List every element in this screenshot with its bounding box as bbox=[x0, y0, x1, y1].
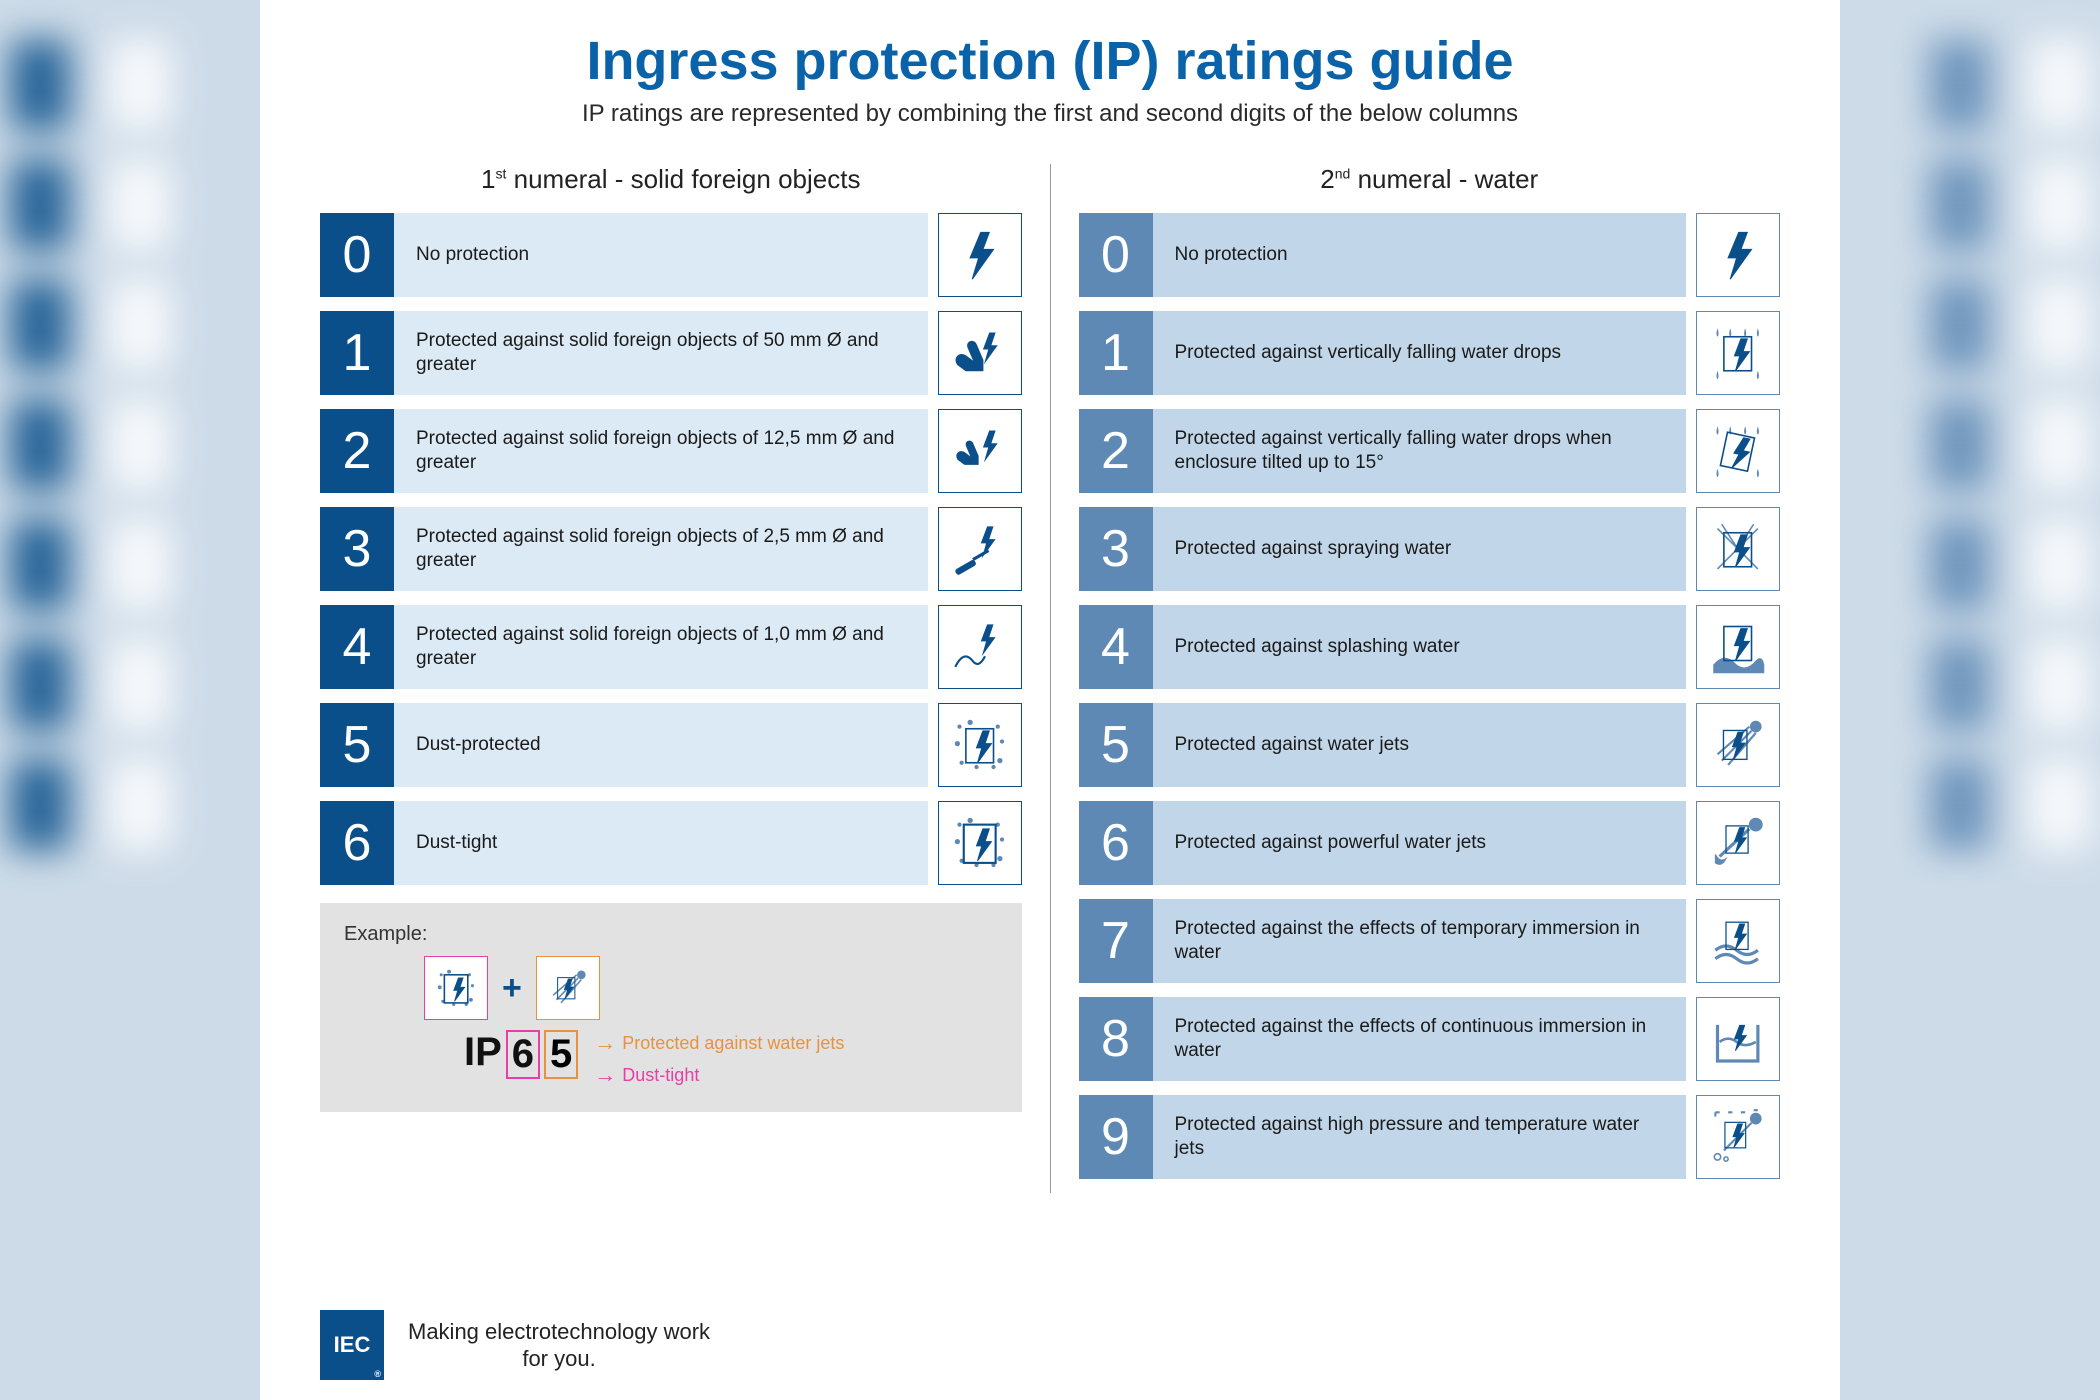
rating-row: 6 Dust-tight bbox=[320, 801, 1022, 885]
rating-description: Protected against splashing water bbox=[1153, 605, 1687, 689]
rating-number: 5 bbox=[1079, 703, 1153, 787]
rating-number: 7 bbox=[1079, 899, 1153, 983]
rating-description: Protected against water jets bbox=[1153, 703, 1687, 787]
rating-description: Dust-tight bbox=[394, 801, 928, 885]
rating-description: Protected against solid foreign objects … bbox=[394, 311, 928, 395]
rating-number: 1 bbox=[320, 311, 394, 395]
example-icon-1 bbox=[424, 956, 488, 1020]
rating-row: 6 Protected against powerful water jets bbox=[1079, 801, 1781, 885]
rating-icon bbox=[1696, 507, 1780, 591]
rating-icon bbox=[1696, 801, 1780, 885]
rating-row: 2 Protected against solid foreign object… bbox=[320, 409, 1022, 493]
rating-icon bbox=[1696, 703, 1780, 787]
rating-row: 4 Protected against solid foreign object… bbox=[320, 605, 1022, 689]
columns-container: 1st numeral - solid foreign objects 0 No… bbox=[320, 164, 1780, 1193]
rating-number: 6 bbox=[1079, 801, 1153, 885]
rating-row: 4 Protected against splashing water bbox=[1079, 605, 1781, 689]
rating-icon bbox=[938, 703, 1022, 787]
rating-icon bbox=[938, 605, 1022, 689]
page-subtitle: IP ratings are represented by combining … bbox=[320, 100, 1780, 128]
rating-row: 7 Protected against the effects of tempo… bbox=[1079, 899, 1781, 983]
page-title: Ingress protection (IP) ratings guide bbox=[320, 30, 1780, 92]
column-header-solid: 1st numeral - solid foreign objects bbox=[320, 164, 1022, 195]
rating-icon bbox=[1696, 899, 1780, 983]
rating-icon bbox=[1696, 605, 1780, 689]
infographic-sheet: Ingress protection (IP) ratings guide IP… bbox=[260, 0, 1840, 1400]
rating-number: 5 bbox=[320, 703, 394, 787]
rating-description: Protected against vertically falling wat… bbox=[1153, 311, 1687, 395]
example-label: Example: bbox=[344, 923, 998, 946]
rating-icon bbox=[1696, 1095, 1780, 1179]
column-divider bbox=[1050, 164, 1051, 1193]
rating-row: 9 Protected against high pressure and te… bbox=[1079, 1095, 1781, 1179]
rating-row: 0 No protection bbox=[320, 213, 1022, 297]
example-icon-2 bbox=[536, 956, 600, 1020]
rating-row: 1 Protected against solid foreign object… bbox=[320, 311, 1022, 395]
rating-row: 3 Protected against spraying water bbox=[1079, 507, 1781, 591]
rating-description: Protected against solid foreign objects … bbox=[394, 409, 928, 493]
rating-description: Dust-protected bbox=[394, 703, 928, 787]
rating-description: Protected against solid foreign objects … bbox=[394, 507, 928, 591]
rating-number: 3 bbox=[1079, 507, 1153, 591]
rating-icon bbox=[938, 409, 1022, 493]
rating-row: 0 No protection bbox=[1079, 213, 1781, 297]
rating-description: Protected against vertically falling wat… bbox=[1153, 409, 1687, 493]
rating-row: 5 Dust-protected bbox=[320, 703, 1022, 787]
rating-number: 4 bbox=[1079, 605, 1153, 689]
rating-icon bbox=[1696, 997, 1780, 1081]
rating-icon bbox=[1696, 213, 1780, 297]
rating-description: No protection bbox=[1153, 213, 1687, 297]
rating-row: 2 Protected against vertically falling w… bbox=[1079, 409, 1781, 493]
column-header-water: 2nd numeral - water bbox=[1079, 164, 1781, 195]
rating-description: Protected against spraying water bbox=[1153, 507, 1687, 591]
rating-icon bbox=[1696, 409, 1780, 493]
rating-description: Protected against solid foreign objects … bbox=[394, 605, 928, 689]
example-digit-1: 6 bbox=[506, 1030, 540, 1079]
rating-number: 0 bbox=[1079, 213, 1153, 297]
rating-number: 0 bbox=[320, 213, 394, 297]
example-plus-icon: + bbox=[502, 969, 522, 1008]
iec-logo: IEC ® bbox=[320, 1310, 384, 1380]
rating-description: Protected against high pressure and temp… bbox=[1153, 1095, 1687, 1179]
rating-number: 8 bbox=[1079, 997, 1153, 1081]
rating-row: 8 Protected against the effects of conti… bbox=[1079, 997, 1781, 1081]
rating-number: 1 bbox=[1079, 311, 1153, 395]
rating-number: 6 bbox=[320, 801, 394, 885]
rating-number: 9 bbox=[1079, 1095, 1153, 1179]
footer: IEC ® Making electrotechnology workfor y… bbox=[320, 1310, 710, 1380]
example-arrow-dust: →Dust-tight bbox=[594, 1062, 844, 1088]
rating-icon bbox=[938, 213, 1022, 297]
column-solid: 1st numeral - solid foreign objects 0 No… bbox=[320, 164, 1022, 1193]
rating-icon bbox=[938, 801, 1022, 885]
rating-number: 3 bbox=[320, 507, 394, 591]
example-ip-prefix: IP bbox=[464, 1030, 502, 1075]
rating-number: 2 bbox=[1079, 409, 1153, 493]
column-water: 2nd numeral - water 0 No protection 1 Pr… bbox=[1079, 164, 1781, 1193]
rating-description: Protected against the effects of continu… bbox=[1153, 997, 1687, 1081]
rating-description: No protection bbox=[394, 213, 928, 297]
rating-number: 2 bbox=[320, 409, 394, 493]
rating-icon bbox=[938, 311, 1022, 395]
rating-row: 3 Protected against solid foreign object… bbox=[320, 507, 1022, 591]
example-box: Example: + IP 6 5 →Protected against wat… bbox=[320, 903, 1022, 1112]
rating-row: 1 Protected against vertically falling w… bbox=[1079, 311, 1781, 395]
footer-tagline: Making electrotechnology workfor you. bbox=[408, 1318, 710, 1373]
rating-number: 4 bbox=[320, 605, 394, 689]
rating-description: Protected against powerful water jets bbox=[1153, 801, 1687, 885]
rating-row: 5 Protected against water jets bbox=[1079, 703, 1781, 787]
rating-icon bbox=[1696, 311, 1780, 395]
example-digit-2: 5 bbox=[544, 1030, 578, 1079]
rating-icon bbox=[938, 507, 1022, 591]
rating-description: Protected against the effects of tempora… bbox=[1153, 899, 1687, 983]
example-arrow-water: →Protected against water jets bbox=[594, 1030, 844, 1056]
